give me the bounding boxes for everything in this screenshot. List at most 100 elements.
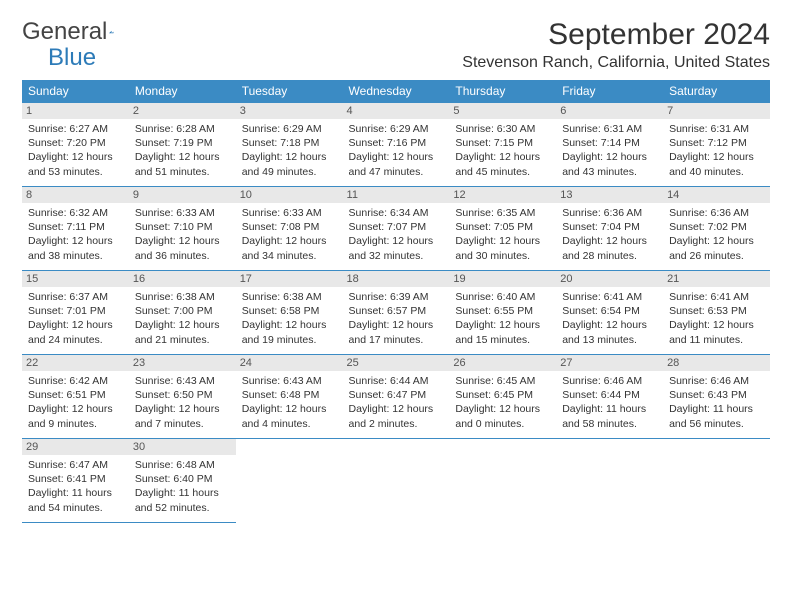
day-number: 19 xyxy=(449,271,556,287)
calendar-cell: 17 Sunrise: 6:38 AMSunset: 6:58 PMDayligh… xyxy=(236,271,343,355)
day-number: 23 xyxy=(129,355,236,371)
day-details: Sunrise: 6:29 AMSunset: 7:18 PMDaylight:… xyxy=(242,122,337,179)
day-details: Sunrise: 6:46 AMSunset: 6:43 PMDaylight:… xyxy=(669,374,764,431)
day-number: 9 xyxy=(129,187,236,203)
day-details: Sunrise: 6:43 AMSunset: 6:50 PMDaylight:… xyxy=(135,374,230,431)
day-details: Sunrise: 6:38 AMSunset: 6:58 PMDaylight:… xyxy=(242,290,337,347)
day-number: 25 xyxy=(343,355,450,371)
calendar-cell: 4 Sunrise: 6:29 AMSunset: 7:16 PMDaylight… xyxy=(343,103,450,187)
calendar-cell: 23 Sunrise: 6:43 AMSunset: 6:50 PMDayligh… xyxy=(129,355,236,439)
day-details: Sunrise: 6:31 AMSunset: 7:14 PMDaylight:… xyxy=(562,122,657,179)
calendar-cell: 14 Sunrise: 6:36 AMSunset: 7:02 PMDayligh… xyxy=(663,187,770,271)
header: General September 2024 Stevenson Ranch, … xyxy=(22,18,770,72)
calendar-cell: 26 Sunrise: 6:45 AMSunset: 6:45 PMDayligh… xyxy=(449,355,556,439)
day-details: Sunrise: 6:33 AMSunset: 7:08 PMDaylight:… xyxy=(242,206,337,263)
calendar-body: 1 Sunrise: 6:27 AMSunset: 7:20 PMDaylight… xyxy=(22,103,770,523)
day-number: 16 xyxy=(129,271,236,287)
calendar-cell xyxy=(449,439,556,523)
day-details: Sunrise: 6:32 AMSunset: 7:11 PMDaylight:… xyxy=(28,206,123,263)
title-block: September 2024 Stevenson Ranch, Californ… xyxy=(462,18,770,72)
day-details: Sunrise: 6:30 AMSunset: 7:15 PMDaylight:… xyxy=(455,122,550,179)
calendar-cell: 5 Sunrise: 6:30 AMSunset: 7:15 PMDaylight… xyxy=(449,103,556,187)
location: Stevenson Ranch, California, United Stat… xyxy=(462,54,770,72)
calendar-cell: 8Sunrise: 6:32 AMSunset: 7:11 PMDaylight… xyxy=(22,187,129,271)
logo: General xyxy=(22,18,135,46)
day-details: Sunrise: 6:28 AMSunset: 7:19 PMDaylight:… xyxy=(135,122,230,179)
day-number: 4 xyxy=(343,103,450,119)
month-title: September 2024 xyxy=(462,18,770,52)
day-details: Sunrise: 6:43 AMSunset: 6:48 PMDaylight:… xyxy=(242,374,337,431)
day-number: 6 xyxy=(556,103,663,119)
calendar-cell xyxy=(663,439,770,523)
day-number: 30 xyxy=(129,439,236,455)
day-details: Sunrise: 6:27 AMSunset: 7:20 PMDaylight:… xyxy=(28,122,123,179)
calendar-row: 15 Sunrise: 6:37 AMSunset: 7:01 PMDayligh… xyxy=(22,271,770,355)
day-number: 26 xyxy=(449,355,556,371)
day-number: 7 xyxy=(663,103,770,119)
calendar-cell: 22Sunrise: 6:42 AMSunset: 6:51 PMDayligh… xyxy=(22,355,129,439)
calendar-cell: 9 Sunrise: 6:33 AMSunset: 7:10 PMDaylight… xyxy=(129,187,236,271)
calendar-cell: 11 Sunrise: 6:34 AMSunset: 7:07 PMDayligh… xyxy=(343,187,450,271)
day-details: Sunrise: 6:47 AMSunset: 6:41 PMDaylight:… xyxy=(28,458,123,515)
calendar-cell: 21 Sunrise: 6:41 AMSunset: 6:53 PMDayligh… xyxy=(663,271,770,355)
day-number: 11 xyxy=(343,187,450,203)
calendar-cell: 7 Sunrise: 6:31 AMSunset: 7:12 PMDaylight… xyxy=(663,103,770,187)
calendar-cell: 18 Sunrise: 6:39 AMSunset: 6:57 PMDayligh… xyxy=(343,271,450,355)
calendar-cell: 30 Sunrise: 6:48 AMSunset: 6:40 PMDayligh… xyxy=(129,439,236,523)
day-details: Sunrise: 6:41 AMSunset: 6:53 PMDaylight:… xyxy=(669,290,764,347)
day-details: Sunrise: 6:36 AMSunset: 7:04 PMDaylight:… xyxy=(562,206,657,263)
day-number: 3 xyxy=(236,103,343,119)
day-details: Sunrise: 6:40 AMSunset: 6:55 PMDaylight:… xyxy=(455,290,550,347)
calendar-cell: 13 Sunrise: 6:36 AMSunset: 7:04 PMDayligh… xyxy=(556,187,663,271)
day-number: 14 xyxy=(663,187,770,203)
calendar-cell: 1 Sunrise: 6:27 AMSunset: 7:20 PMDaylight… xyxy=(22,103,129,187)
day-number: 13 xyxy=(556,187,663,203)
calendar-row: 8Sunrise: 6:32 AMSunset: 7:11 PMDaylight… xyxy=(22,187,770,271)
day-details: Sunrise: 6:31 AMSunset: 7:12 PMDaylight:… xyxy=(669,122,764,179)
day-header: Monday xyxy=(129,80,236,103)
day-details: Sunrise: 6:45 AMSunset: 6:45 PMDaylight:… xyxy=(455,374,550,431)
day-header: Saturday xyxy=(663,80,770,103)
day-number: 21 xyxy=(663,271,770,287)
day-number: 22 xyxy=(22,355,129,371)
calendar-cell: 16Sunrise: 6:38 AMSunset: 7:00 PMDayligh… xyxy=(129,271,236,355)
day-details: Sunrise: 6:29 AMSunset: 7:16 PMDaylight:… xyxy=(349,122,444,179)
calendar-cell: 12Sunrise: 6:35 AMSunset: 7:05 PMDayligh… xyxy=(449,187,556,271)
calendar-cell: 2 Sunrise: 6:28 AMSunset: 7:19 PMDaylight… xyxy=(129,103,236,187)
day-number: 18 xyxy=(343,271,450,287)
day-details: Sunrise: 6:48 AMSunset: 6:40 PMDaylight:… xyxy=(135,458,230,515)
day-number: 1 xyxy=(22,103,129,119)
day-details: Sunrise: 6:37 AMSunset: 7:01 PMDaylight:… xyxy=(28,290,123,347)
day-header: Friday xyxy=(556,80,663,103)
day-details: Sunrise: 6:33 AMSunset: 7:10 PMDaylight:… xyxy=(135,206,230,263)
day-number: 29 xyxy=(22,439,129,455)
logo-text-general: General xyxy=(22,18,107,46)
day-number: 17 xyxy=(236,271,343,287)
day-number: 28 xyxy=(663,355,770,371)
logo-arrow-icon xyxy=(109,23,114,41)
calendar-row: 1 Sunrise: 6:27 AMSunset: 7:20 PMDaylight… xyxy=(22,103,770,187)
day-details: Sunrise: 6:34 AMSunset: 7:07 PMDaylight:… xyxy=(349,206,444,263)
day-number: 24 xyxy=(236,355,343,371)
day-number: 15 xyxy=(22,271,129,287)
day-header-row: SundayMondayTuesdayWednesdayThursdayFrid… xyxy=(22,80,770,103)
day-details: Sunrise: 6:35 AMSunset: 7:05 PMDaylight:… xyxy=(455,206,550,263)
calendar-cell: 3 Sunrise: 6:29 AMSunset: 7:18 PMDaylight… xyxy=(236,103,343,187)
calendar-table: SundayMondayTuesdayWednesdayThursdayFrid… xyxy=(22,80,770,523)
logo-text-blue: Blue xyxy=(48,44,96,72)
day-details: Sunrise: 6:46 AMSunset: 6:44 PMDaylight:… xyxy=(562,374,657,431)
day-number: 10 xyxy=(236,187,343,203)
calendar-row: 22Sunrise: 6:42 AMSunset: 6:51 PMDayligh… xyxy=(22,355,770,439)
calendar-cell xyxy=(556,439,663,523)
logo-blue-line: Blue xyxy=(48,44,96,72)
calendar-cell: 19 Sunrise: 6:40 AMSunset: 6:55 PMDayligh… xyxy=(449,271,556,355)
day-number: 2 xyxy=(129,103,236,119)
calendar-cell: 28 Sunrise: 6:46 AMSunset: 6:43 PMDayligh… xyxy=(663,355,770,439)
day-details: Sunrise: 6:36 AMSunset: 7:02 PMDaylight:… xyxy=(669,206,764,263)
calendar-cell xyxy=(343,439,450,523)
day-header: Sunday xyxy=(22,80,129,103)
day-details: Sunrise: 6:39 AMSunset: 6:57 PMDaylight:… xyxy=(349,290,444,347)
calendar-cell: 25Sunrise: 6:44 AMSunset: 6:47 PMDayligh… xyxy=(343,355,450,439)
day-number: 5 xyxy=(449,103,556,119)
calendar-cell: 10 Sunrise: 6:33 AMSunset: 7:08 PMDayligh… xyxy=(236,187,343,271)
